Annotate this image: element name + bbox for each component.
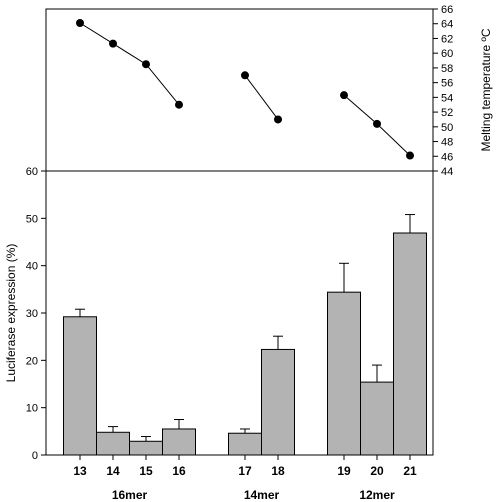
group-label-16mer: 16mer xyxy=(112,488,148,502)
y2-tick-label: 60 xyxy=(441,48,453,60)
melting-point-15 xyxy=(142,60,150,69)
bar-16 xyxy=(162,428,196,456)
melting-line-2 xyxy=(244,74,279,120)
y2-tick-label: 66 xyxy=(441,4,453,16)
x-tick-label: 18 xyxy=(271,464,285,478)
melting-point-14 xyxy=(109,39,117,48)
y-tick-label: 60 xyxy=(26,166,38,178)
y2-tick-label: 46 xyxy=(441,151,453,163)
bar-18 xyxy=(261,348,295,456)
bar-20 xyxy=(360,381,394,456)
y2-tick-label: 62 xyxy=(441,33,453,45)
y-tick-label: 0 xyxy=(32,450,38,462)
melting-point-21 xyxy=(406,151,414,160)
y2-tick-label: 50 xyxy=(441,122,453,134)
x-tick-label: 13 xyxy=(73,464,87,478)
y-tick-label: 20 xyxy=(26,355,38,367)
y2-tick-label: 58 xyxy=(441,63,453,75)
y-axis-title-left: Luciferase expression (%) xyxy=(4,244,18,383)
y2-tick-label: 56 xyxy=(441,78,453,90)
x-tick-label: 21 xyxy=(403,464,417,478)
y-tick-label: 40 xyxy=(26,261,38,273)
melting-point-16 xyxy=(175,100,183,109)
y2-tick-label: 52 xyxy=(441,107,453,119)
y2-tick-label: 48 xyxy=(441,137,453,149)
bar-19 xyxy=(327,291,361,456)
x-tick-label: 16 xyxy=(172,464,186,478)
x-tick-label: 19 xyxy=(337,464,351,478)
x-tick-label: 20 xyxy=(370,464,384,478)
y-tick-label: 30 xyxy=(26,308,38,320)
x-tick-label: 17 xyxy=(238,464,252,478)
melting-point-19 xyxy=(340,91,348,100)
melting-point-17 xyxy=(241,71,249,80)
y-axis-title-right: Melting temperature ºC xyxy=(479,28,493,151)
top-panel-frame xyxy=(45,8,434,172)
x-tick-label: 14 xyxy=(106,464,120,478)
bar-14 xyxy=(96,431,130,456)
bar-21 xyxy=(393,232,427,456)
melting-point-20 xyxy=(373,119,381,128)
bar-15 xyxy=(129,440,163,456)
y2-tick-label: 54 xyxy=(441,92,453,104)
bar-17 xyxy=(228,432,262,456)
group-label-14mer: 14mer xyxy=(244,488,280,502)
y-tick-label: 50 xyxy=(26,213,38,225)
melting-point-18 xyxy=(274,115,282,124)
melting-point-13 xyxy=(76,18,84,27)
x-tick-label: 15 xyxy=(139,464,153,478)
y-tick-label: 10 xyxy=(26,403,38,415)
group-label-12mer: 12mer xyxy=(359,488,395,502)
y2-tick-label: 44 xyxy=(441,166,453,178)
y2-tick-label: 64 xyxy=(441,19,453,31)
melting-line-1 xyxy=(79,22,180,106)
bar-13 xyxy=(63,316,97,456)
